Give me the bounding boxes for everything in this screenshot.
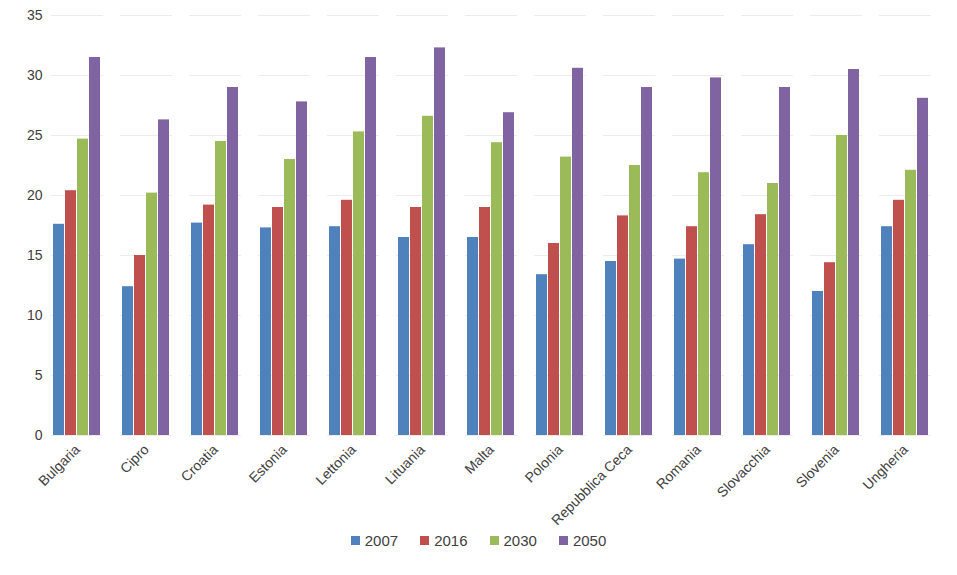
svg-text:Romania: Romania [653, 441, 704, 492]
svg-text:25: 25 [27, 127, 43, 143]
svg-text:Slovenia: Slovenia [793, 441, 842, 490]
svg-text:Lettonia: Lettonia [312, 441, 359, 488]
svg-text:Malta: Malta [461, 441, 497, 477]
svg-text:5: 5 [35, 367, 43, 383]
svg-text:Cipro: Cipro [117, 441, 152, 476]
svg-text:20: 20 [27, 187, 43, 203]
html-text:2050: 2050 [572, 532, 607, 549]
svg-text:0: 0 [35, 427, 43, 443]
svg-text:30: 30 [27, 67, 43, 83]
svg-text:Repubblica Ceca: Repubblica Ceca [548, 441, 635, 528]
svg-text:35: 35 [27, 7, 43, 23]
svg-text:Polonia: Polonia [521, 441, 565, 485]
html-text:2030: 2030 [503, 532, 537, 549]
html-text:2007: 2007 [364, 532, 399, 549]
svg-text:Lituania: Lituania [382, 441, 428, 487]
svg-text:Ungheria: Ungheria [859, 441, 911, 493]
svg-text:Croatia: Croatia [178, 441, 221, 484]
svg-text:10: 10 [27, 307, 43, 323]
svg-text:Slovacchia: Slovacchia [714, 441, 773, 500]
html-text:2016: 2016 [434, 532, 468, 549]
svg-text:15: 15 [27, 247, 43, 263]
svg-text:Estonia: Estonia [245, 441, 289, 485]
svg-text:Bulgaria: Bulgaria [35, 441, 83, 489]
